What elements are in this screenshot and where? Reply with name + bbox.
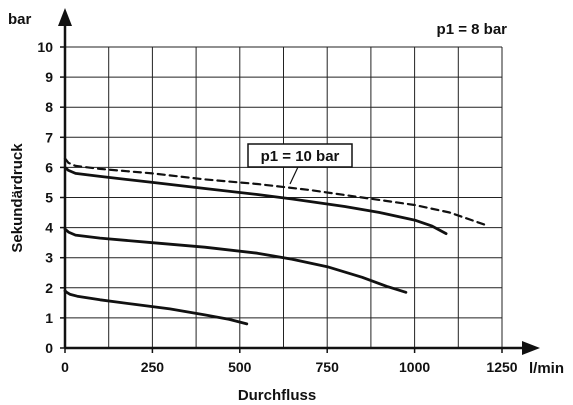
p1-10-bar-annotation: p1 = 10 bar	[261, 148, 340, 165]
x-axis-arrow-icon	[522, 341, 540, 355]
y-axis-title: Sekundärdruck	[9, 143, 26, 253]
series-line-p1-10-bar	[63, 157, 486, 226]
series-line-p1-8-bar-3	[63, 166, 448, 235]
x-tick-label: 1000	[399, 359, 430, 375]
axes	[58, 8, 540, 355]
y-unit-label: bar	[8, 11, 32, 28]
y-tick-label: 2	[45, 280, 53, 296]
y-tick-label: 10	[37, 39, 53, 55]
y-axis-arrow-icon	[58, 8, 72, 26]
x-axis-title: Durchfluss	[238, 387, 316, 404]
x-tick-label: 1250	[486, 359, 517, 375]
y-tick-label: 5	[45, 190, 53, 206]
callout-box	[247, 143, 353, 168]
y-tick-label: 3	[45, 250, 53, 266]
y-tick-label: 7	[45, 129, 53, 145]
y-tick-label: 9	[45, 69, 53, 85]
y-tick-label: 8	[45, 99, 53, 115]
y-tick-label: 0	[45, 340, 53, 356]
callout-leader	[289, 166, 299, 185]
x-unit-label: l/min	[529, 360, 564, 377]
series-group	[63, 157, 486, 326]
y-tick-label: 6	[45, 159, 53, 175]
x-tick-label: 500	[228, 359, 252, 375]
p1-10-bar-callout: p1 = 10 bar	[247, 143, 353, 185]
y-tick-label: 4	[45, 220, 53, 236]
series-line-p1-8-bar-2	[63, 227, 408, 294]
x-tick-label: 0	[61, 359, 69, 375]
x-tick-label: 250	[141, 359, 165, 375]
p1-8-bar-annotation: p1 = 8 bar	[437, 21, 508, 38]
x-tick-label: 750	[316, 359, 340, 375]
tick-labels: 0 250 500 750 1000 1250 0 1 2 3 4 5 6 7 8 9 10	[37, 39, 517, 375]
series-line-p1-8-bar-1	[63, 289, 249, 326]
y-tick-label: 1	[45, 310, 53, 326]
